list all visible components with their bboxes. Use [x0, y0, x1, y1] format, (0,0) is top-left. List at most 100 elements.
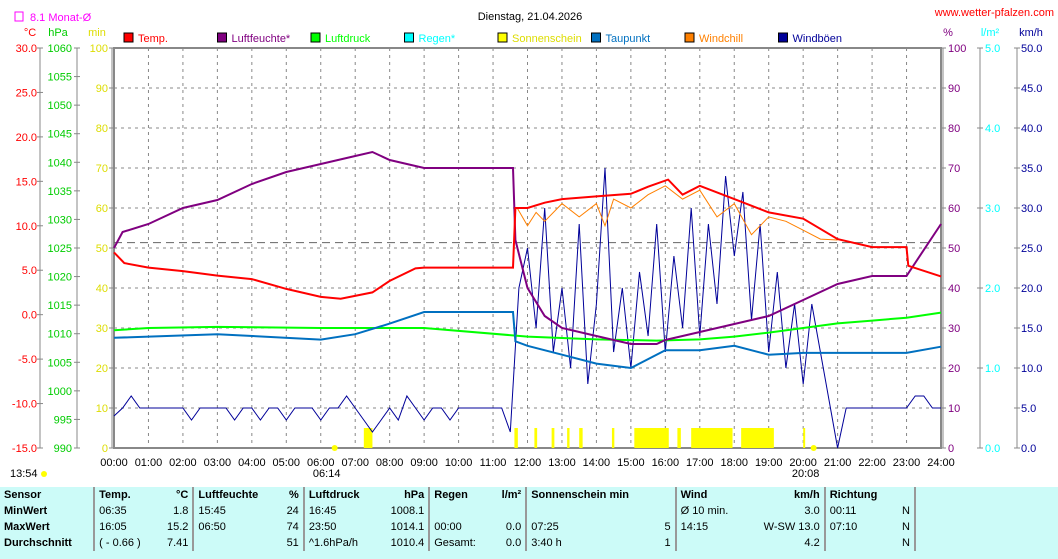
x-tick-label: 10:00 [445, 457, 473, 469]
legend-label: Taupunkt [606, 33, 651, 45]
axis-label-temp: 15.0 [16, 176, 37, 188]
legend-label: Regen* [419, 33, 456, 45]
axis-label-pressure: 1005 [48, 357, 72, 369]
axis-label-temp: 10.0 [16, 221, 37, 233]
table-cell: Luftdruck [308, 489, 360, 501]
axis-label-rain: 5.0 [985, 43, 1000, 55]
axis-label-humidity: 0 [948, 443, 954, 455]
sunset-icon [810, 445, 817, 451]
axis-label-pressure: 1060 [48, 43, 72, 55]
axis-label-pressure: 1010 [48, 329, 72, 341]
x-tick-label: 11:00 [480, 457, 507, 469]
legend-swatch-7 [778, 32, 788, 43]
x-tick-label: 14:00 [583, 457, 611, 469]
table-cell: 0.0 [491, 535, 528, 551]
sunshine-bar [741, 428, 774, 448]
axis-label-sun: 70 [96, 163, 108, 175]
unit-temp: °C [24, 27, 36, 39]
table-cell [193, 535, 277, 551]
axis-label-wind: 45.0 [1021, 83, 1042, 95]
table-cell: hPa [377, 487, 431, 503]
x-tick-label: 03:00 [204, 457, 232, 469]
legend-label: Temp. [138, 33, 168, 45]
legend-swatch-2 [310, 32, 321, 43]
axis-label-pressure: 1000 [48, 386, 72, 398]
table-cell: 1008.1 [377, 503, 431, 519]
x-tick-label: 06:00 [307, 457, 335, 469]
table-cell: ^1.6hPa/h [308, 537, 359, 549]
axis-label-wind: 35.0 [1021, 163, 1042, 175]
table-cell [676, 535, 745, 551]
legend-label: Windböen [793, 33, 843, 45]
unit-sun: min [88, 27, 106, 39]
table-cell: l/m² [491, 487, 528, 503]
axis-label-temp: 0.0 [22, 310, 37, 322]
sunrise-icon [331, 445, 338, 451]
x-tick-label: 19:00 [755, 457, 783, 469]
sunshine-bar [579, 428, 583, 448]
table-cell: 16:05 [99, 521, 127, 533]
table-cell: 07:25 [531, 521, 559, 533]
axis-label-rain: 2.0 [985, 283, 1000, 295]
x-tick-label: 20:00 [789, 457, 817, 469]
current-time: 13:54 [10, 468, 38, 480]
table-cell: MinWert [0, 503, 96, 519]
stats-table: Sensor Temp. °C Luftfeuchte% Luftdruck hPa Reg… [0, 487, 1058, 559]
table-cell: 7.41 [156, 535, 195, 551]
table-cell [429, 503, 491, 519]
sunshine-bar [514, 428, 518, 448]
axis-label-wind: 15.0 [1021, 323, 1042, 335]
axis-label-sun: 10 [96, 403, 108, 415]
axis-label-sun: 50 [96, 243, 108, 255]
table-cell: Sensor [0, 487, 96, 503]
table-cell: Wind [680, 489, 708, 501]
axis-label-sun: 0 [102, 443, 108, 455]
table-cell: 1.8 [156, 503, 195, 519]
axis-label-temp: 5.0 [22, 265, 37, 277]
x-tick-label: 01:00 [135, 457, 163, 469]
axis-label-pressure: 1055 [48, 72, 72, 84]
table-cell: 16:45 [308, 505, 337, 517]
table-cell: 3:40 h [531, 537, 562, 549]
table-cell [526, 503, 657, 519]
axis-label-pressure: 1050 [48, 100, 72, 112]
table-cell: 07:10 [829, 521, 858, 533]
axis-label-pressure: 995 [54, 414, 72, 426]
axis-label-humidity: 70 [948, 163, 960, 175]
series-line-windben [113, 167, 941, 449]
series-line-temp [113, 178, 942, 300]
axis-label-temp: -15.0 [12, 443, 37, 455]
axis-label-wind: 40.0 [1021, 123, 1042, 135]
axis-label-temp: 30.0 [16, 43, 37, 55]
site-url: www.wetter-pfalzen.com [934, 7, 1054, 19]
sunshine-bar [363, 428, 373, 448]
table-cell: MaxWert [0, 519, 96, 535]
x-tick-label: 18:00 [720, 457, 748, 469]
series-line-luftdruck [113, 311, 942, 342]
x-tick-label: 02:00 [169, 457, 197, 469]
series-line-luftfeuchte [113, 150, 942, 345]
table-cell: 1010.4 [377, 535, 431, 551]
table-cell [825, 535, 894, 551]
axis-label-wind: 50.0 [1021, 43, 1042, 55]
table-row: Durchschnitt( - 0.66 ) 7.41 51 ^1.6hPa/h 101… [0, 535, 916, 551]
axis-label-pressure: 1045 [48, 129, 72, 141]
table-cell: N [894, 535, 916, 551]
axis-label-humidity: 60 [948, 203, 960, 215]
x-tick-label: 23:00 [893, 457, 921, 469]
axis-label-pressure: 1025 [48, 243, 72, 255]
series-line-taupunkt [113, 311, 942, 370]
legend-swatch-0 [123, 32, 134, 43]
axis-label-pressure: 1015 [48, 300, 72, 312]
chart-title: Dienstag, 21.04.2026 [478, 11, 583, 23]
axis-label-wind: 25.0 [1021, 243, 1042, 255]
table-cell: 15:45 [198, 505, 226, 517]
table-cell: 4.2 [745, 535, 826, 551]
unit-wind: km/h [1019, 27, 1043, 39]
axis-label-rain: 1.0 [985, 363, 1000, 375]
x-tick-label: 16:00 [652, 457, 680, 469]
axis-label-wind: 30.0 [1021, 203, 1042, 215]
axis-label-pressure: 1020 [48, 272, 72, 284]
x-tick-label: 08:00 [376, 457, 404, 469]
table-cell: °C [156, 487, 195, 503]
